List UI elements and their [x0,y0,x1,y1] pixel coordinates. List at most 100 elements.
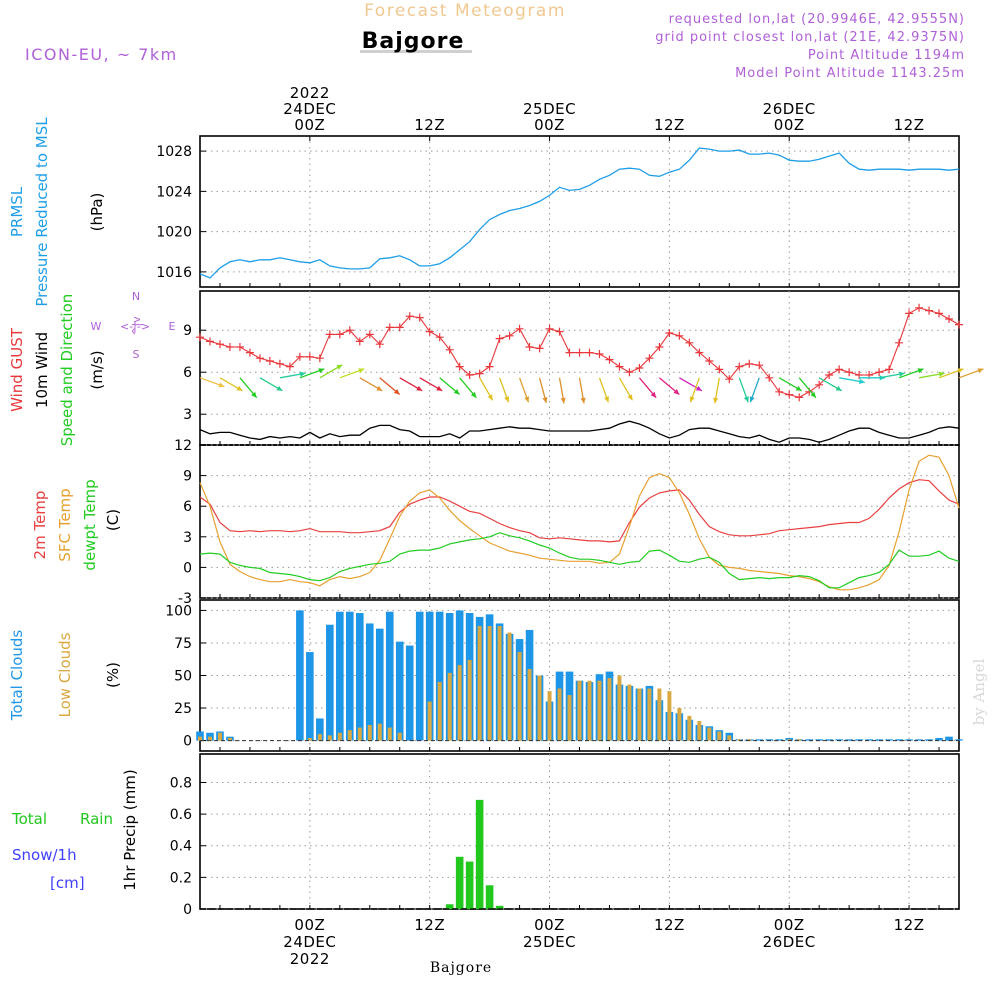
gust-marker [435,333,444,342]
temp2m-line [199,479,960,543]
low-cloud-bar [787,739,792,741]
total-cloud-bar [805,739,813,741]
wind-arrow-head [236,385,243,391]
bottom-time-label: 12Z [414,916,445,934]
rain-label-total: Total [11,810,47,828]
wind-arrow-head [393,389,400,395]
rain-bar [475,799,484,909]
temp-ytick-label: 9 [183,469,192,485]
cloud-ytick-label: 0 [183,734,192,750]
bottom-time-label: 00Z [534,916,565,934]
gust-marker [245,348,254,357]
total-cloud-bar [405,645,414,741]
snow-label: Snow/1h [12,846,77,864]
low-cloud-bar [717,731,722,741]
low-cloud-bar [377,723,382,741]
gust-marker [305,352,314,361]
gust-marker [835,365,844,374]
low-cloud-bar [797,739,802,741]
wind-ytick-label: 3 [183,407,192,423]
gust-marker [785,390,794,399]
low-cloud-bar [597,680,602,741]
gust-marker [925,306,934,315]
gust-marker [405,312,414,321]
total-cloud-bar [885,739,893,741]
total-cloud-bar [955,739,963,741]
gust-marker [775,387,784,396]
gust-marker [385,323,394,332]
total-cloud-bar [336,611,344,741]
temp-ytick-label: 3 [183,530,192,546]
wind-arrow-head [917,368,924,374]
total-cloud-bar [855,739,863,741]
total-cloud-bar [196,731,204,741]
total-cloud-bar [755,739,764,741]
gust-marker [915,303,924,312]
gust-marker [735,362,744,371]
gust-marker [555,327,564,336]
total-cloud-bar [395,641,404,741]
gust-marker [705,357,714,365]
gust-marker [455,362,464,371]
gust-marker [605,355,614,364]
wind-arrow-head [810,391,816,398]
wind-arrow-head [627,394,633,401]
wind-arrow-head [650,391,657,398]
temp-ytick-label: -3 [178,591,192,607]
gust-marker [635,364,644,372]
wind-arrow-head [749,396,755,403]
bottom-time-label: 26DEC [763,933,816,951]
low-cloud-bar [627,684,632,741]
gust-marker [285,362,294,371]
requested-location: requested lon,lat (20.9946E, 42.9555N) [669,12,965,27]
top-time-label: 12Z [654,116,685,134]
gust-marker [685,338,694,347]
top-time-label: 12Z [414,116,445,134]
top-time-label: 25DEC [523,100,576,118]
gust-marker [715,365,724,374]
low-cloud-bar [537,675,542,741]
wind-arrow-head [470,391,477,398]
wind-arrow-head [453,389,460,395]
cloud-ytick-label: 75 [174,636,192,652]
low-cloud-bar [387,727,392,741]
top-time-label: 12Z [894,116,925,134]
gust-marker [265,357,274,365]
gust-marker [665,329,674,337]
temp-frame [199,444,960,599]
wind-arrow-head [795,385,802,391]
gust-marker [755,361,764,370]
gust-marker [885,365,894,374]
gust-marker [535,344,544,353]
top-time-label: 2022 [290,84,330,102]
rain-label-rain: Rain [80,810,113,828]
wind-label-gust: Wind GUST [8,327,26,412]
gust-marker [475,369,484,378]
total-cloud-bar [346,611,354,741]
pressure-label-long: Pressure Reduced to MSL [33,117,51,307]
low-cloud-bar [337,732,342,741]
total-cloud-bar [865,739,873,741]
bottom-time-label: 24DEC [283,933,336,951]
temp-ytick-label: 12 [174,438,192,454]
gust-marker [615,362,624,371]
wind-arrow-head [695,385,702,391]
low-cloud-bar [577,680,582,741]
low-cloud-bar [437,682,442,741]
gust-marker [825,371,834,379]
top-time-label: 00Z [774,116,805,134]
low-cloud-bar [547,691,552,741]
low-cloud-bar [357,727,362,741]
total-cloud-bar [355,613,364,741]
cloud-ytick-label: 25 [174,701,192,717]
dewpt-line [199,532,960,589]
wind-arrow-head [416,385,423,391]
top-time-label: 00Z [294,116,325,134]
pressure-ytick-label: 1020 [156,225,192,241]
low-cloud-bar [687,715,692,741]
snow-unit-label: [cm] [50,874,85,892]
model-label: ICON-EU, ~ 7km [25,45,178,64]
rain-bar [455,856,464,909]
compass-w: W [91,320,102,333]
total-cloud-bar [435,611,444,741]
